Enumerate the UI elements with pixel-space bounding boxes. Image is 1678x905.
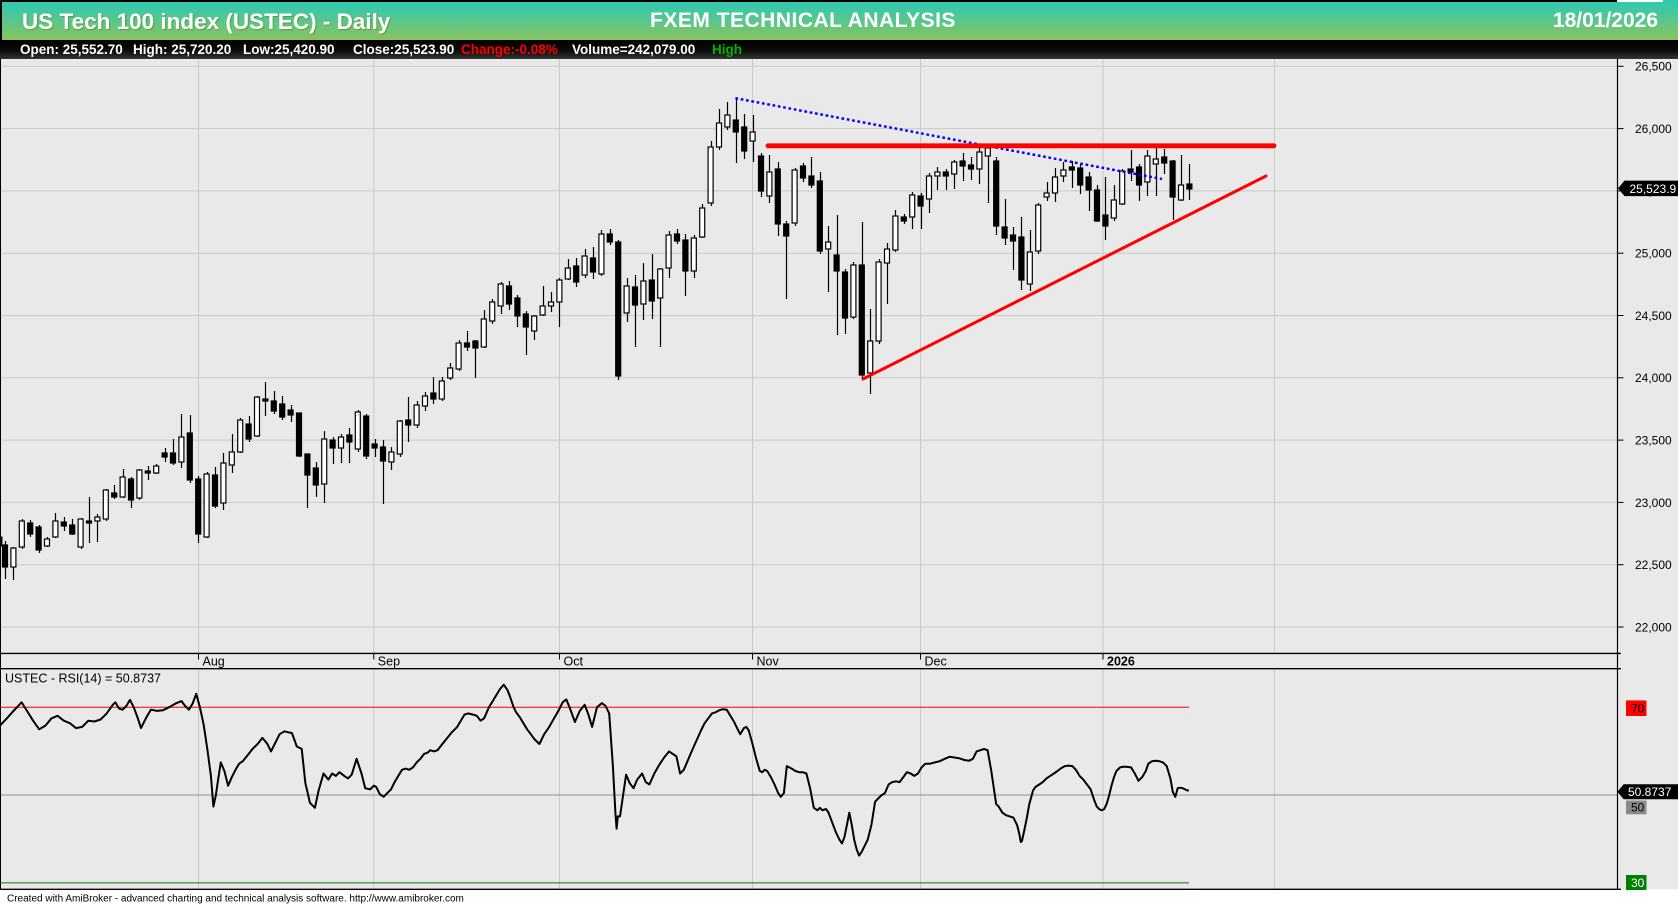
svg-text:25,000: 25,000 <box>1635 247 1672 261</box>
svg-text:Sep: Sep <box>378 655 400 669</box>
svg-text:26,000: 26,000 <box>1635 122 1672 136</box>
svg-text:Dec: Dec <box>925 655 947 669</box>
svg-text:30: 30 <box>1631 876 1645 890</box>
svg-text:Aug: Aug <box>203 655 225 669</box>
svg-text:25,523.9: 25,523.9 <box>1630 182 1677 196</box>
svg-text:2026: 2026 <box>1107 655 1135 669</box>
svg-text:Created with AmiBroker - advan: Created with AmiBroker - advanced charti… <box>7 894 464 905</box>
svg-text:23,500: 23,500 <box>1635 434 1672 448</box>
svg-text:23,000: 23,000 <box>1635 496 1672 510</box>
svg-text:USTEC - RSI(14) = 50.8737: USTEC - RSI(14) = 50.8737 <box>5 672 161 686</box>
svg-text:22,500: 22,500 <box>1635 558 1672 572</box>
svg-text:50.8737: 50.8737 <box>1628 785 1672 799</box>
svg-text:Oct: Oct <box>564 655 584 669</box>
svg-text:26,500: 26,500 <box>1635 60 1672 74</box>
svg-text:50: 50 <box>1631 801 1645 815</box>
svg-text:22,000: 22,000 <box>1635 620 1672 634</box>
svg-text:24,000: 24,000 <box>1635 371 1672 385</box>
svg-text:Nov: Nov <box>757 655 780 669</box>
svg-text:70: 70 <box>1631 702 1645 716</box>
svg-text:24,500: 24,500 <box>1635 309 1672 323</box>
